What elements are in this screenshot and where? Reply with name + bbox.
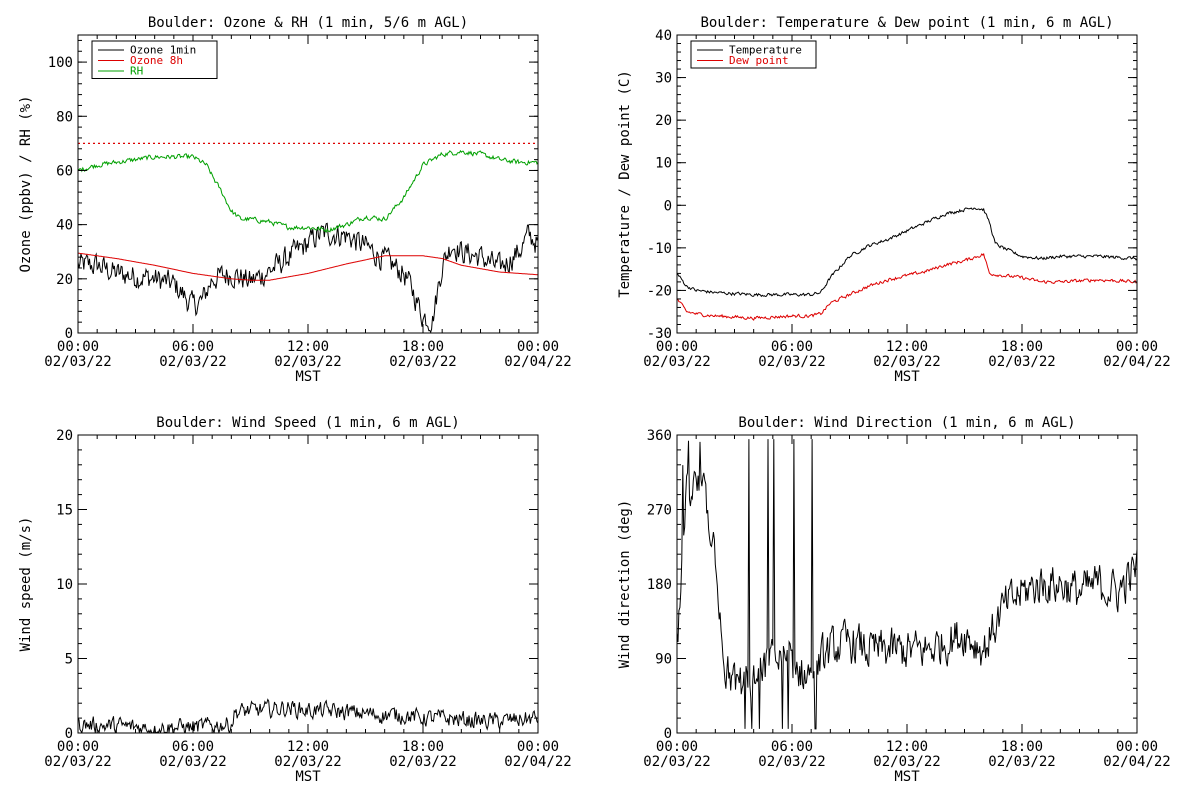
legend-label: Ozone 8h <box>130 54 183 67</box>
x-tick-date: 02/03/22 <box>988 754 1055 770</box>
x-tick-time: 18:00 <box>402 339 444 355</box>
series-line-temperature <box>677 207 1137 298</box>
series-line-ozone-1min <box>78 222 538 333</box>
series-line-data <box>78 698 538 733</box>
series-line-ozone-8h <box>78 252 538 281</box>
x-tick-time: 00:00 <box>656 739 698 755</box>
legend-label: Dew point <box>729 54 789 67</box>
x-tick-date: 02/04/22 <box>1103 354 1170 370</box>
series-line-data <box>677 439 1137 730</box>
x-tick-date: 02/03/22 <box>44 354 111 370</box>
legend-label: RH <box>130 65 143 78</box>
x-tick-time: 18:00 <box>1001 339 1043 355</box>
chart-panel-3: Boulder: Wind Speed (1 min, 6 m AGL) 0 5 10… <box>18 415 572 785</box>
x-tick-date: 02/03/22 <box>758 354 825 370</box>
y-tick-label: 60 <box>56 163 73 179</box>
x-tick-date: 02/03/22 <box>274 754 341 770</box>
x-axis-label: MST <box>894 369 920 385</box>
y-tick-label: 100 <box>48 55 73 71</box>
x-tick-time: 06:00 <box>771 339 813 355</box>
x-tick-date: 02/03/22 <box>988 354 1055 370</box>
y-tick-label: 20 <box>655 113 672 129</box>
x-tick-date: 02/03/22 <box>389 354 456 370</box>
plot-frame <box>676 34 1138 334</box>
y-tick-label: 0 <box>664 198 672 214</box>
y-tick-label: 80 <box>56 109 73 125</box>
y-axis-label: Temperature / Dew point (C) <box>617 70 633 298</box>
chart-panel-2: Boulder: Temperature & Dew point (1 min,… <box>617 15 1171 385</box>
x-tick-time: 06:00 <box>172 739 214 755</box>
y-tick-label: 270 <box>647 503 672 519</box>
x-tick-time: 12:00 <box>886 339 928 355</box>
x-tick-date: 02/04/22 <box>504 754 571 770</box>
x-tick-time: 12:00 <box>886 739 928 755</box>
x-tick-date: 02/03/22 <box>643 354 710 370</box>
x-axis-label: MST <box>295 769 321 785</box>
x-tick-time: 18:00 <box>1001 739 1043 755</box>
y-tick-label: 30 <box>655 71 672 87</box>
series-line-rh <box>78 149 538 234</box>
x-tick-time: 00:00 <box>57 739 99 755</box>
x-tick-time: 12:00 <box>287 739 329 755</box>
chart-panel-4: Boulder: Wind Direction (1 min, 6 m AGL)… <box>617 415 1171 785</box>
x-tick-time: 12:00 <box>287 339 329 355</box>
y-tick-label: -10 <box>647 241 672 257</box>
x-tick-time: 06:00 <box>771 739 813 755</box>
x-tick-date: 02/04/22 <box>1103 754 1170 770</box>
x-tick-time: 00:00 <box>517 739 559 755</box>
x-tick-date: 02/03/22 <box>873 754 940 770</box>
plot-frame <box>77 34 539 334</box>
x-tick-time: 06:00 <box>172 339 214 355</box>
legend-label: Temperature <box>729 44 802 57</box>
x-tick-date: 02/03/22 <box>159 754 226 770</box>
x-tick-time: 00:00 <box>656 339 698 355</box>
y-tick-label: 20 <box>56 272 73 288</box>
series-line-dew-point <box>677 253 1137 321</box>
y-tick-label: 5 <box>65 652 73 668</box>
y-tick-label: -30 <box>647 326 672 342</box>
y-tick-label: 0 <box>664 726 672 742</box>
chart-title: Boulder: Wind Speed (1 min, 6 m AGL) <box>156 415 459 431</box>
x-tick-date: 02/03/22 <box>873 354 940 370</box>
x-tick-time: 00:00 <box>517 339 559 355</box>
y-tick-label: 90 <box>655 652 672 668</box>
x-tick-time: 00:00 <box>57 339 99 355</box>
y-axis-label: Ozone (ppbv) / RH (%) <box>18 95 34 272</box>
x-tick-date: 02/03/22 <box>758 754 825 770</box>
x-tick-date: 02/03/22 <box>389 754 456 770</box>
plot-frame <box>77 434 539 734</box>
x-tick-date: 02/03/22 <box>643 754 710 770</box>
x-axis-label: MST <box>295 369 321 385</box>
y-axis-label: Wind speed (m/s) <box>18 517 34 652</box>
chart-panel-1: Boulder: Ozone & RH (1 min, 5/6 m AGL)02… <box>18 15 572 385</box>
legend-label: Ozone 1min <box>130 44 196 57</box>
y-tick-label: 20 <box>56 428 73 444</box>
y-tick-label: 10 <box>655 156 672 172</box>
chart-title: Boulder: Temperature & Dew point (1 min,… <box>700 15 1113 31</box>
x-axis-label: MST <box>894 769 920 785</box>
chart-title: Boulder: Wind Direction (1 min, 6 m AGL) <box>738 415 1075 431</box>
x-tick-date: 02/04/22 <box>504 354 571 370</box>
y-tick-label: 360 <box>647 428 672 444</box>
y-tick-label: 40 <box>56 218 73 234</box>
y-tick-label: 0 <box>65 326 73 342</box>
x-tick-time: 00:00 <box>1116 339 1158 355</box>
y-axis-label: Wind direction (deg) <box>617 500 633 669</box>
y-tick-label: 180 <box>647 577 672 593</box>
chart-title: Boulder: Ozone & RH (1 min, 5/6 m AGL) <box>148 15 468 31</box>
x-tick-date: 02/03/22 <box>274 354 341 370</box>
x-tick-time: 18:00 <box>402 739 444 755</box>
x-tick-time: 00:00 <box>1116 739 1158 755</box>
x-tick-date: 02/03/22 <box>159 354 226 370</box>
y-tick-label: 10 <box>56 577 73 593</box>
y-tick-label: 0 <box>65 726 73 742</box>
y-tick-label: 40 <box>655 28 672 44</box>
x-tick-date: 02/03/22 <box>44 754 111 770</box>
y-tick-label: 15 <box>56 503 73 519</box>
y-tick-label: -20 <box>647 283 672 299</box>
